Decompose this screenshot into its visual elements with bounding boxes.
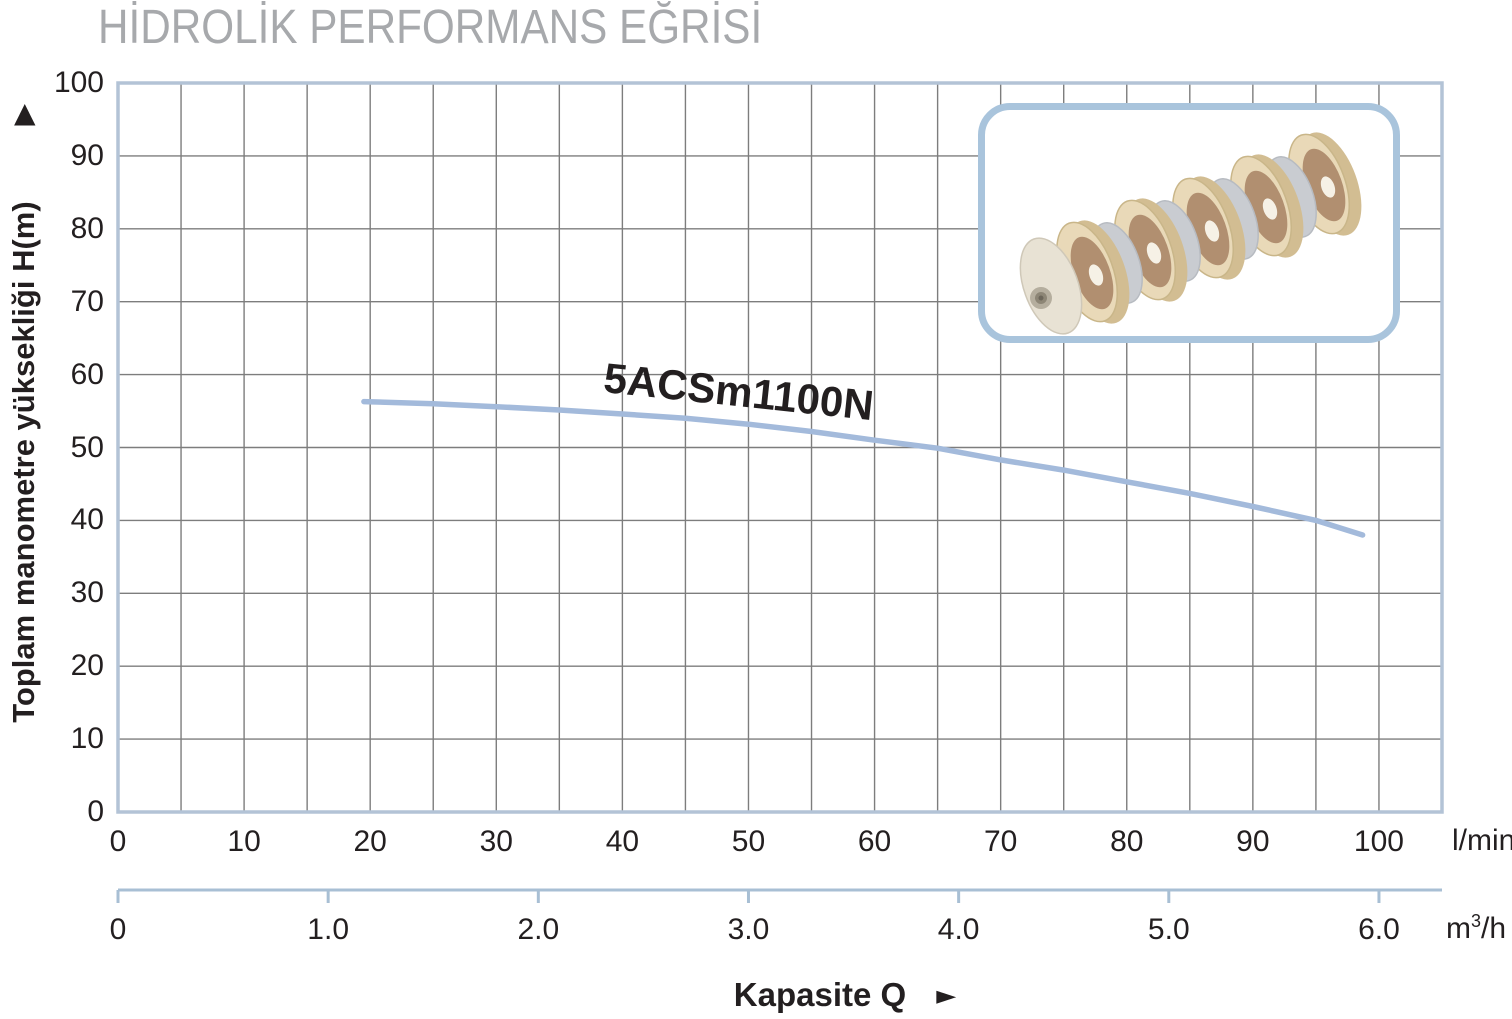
impeller-part [1320,176,1336,198]
impeller-part [1146,242,1162,264]
impeller-part [1019,237,1083,335]
y-tick-label: 30 [70,576,104,610]
x-tick-label: 60 [857,825,892,858]
secondary-x-tick-label: 6.0 [1358,913,1400,946]
secondary-x-tick-label: 0 [109,913,127,946]
x-tick-label: 30 [479,825,513,858]
page-title: HİDROLİK PERFORMANS EĞRİSİ [98,1,763,54]
x-tick-label: 40 [605,825,640,858]
impeller-part [1204,220,1220,242]
y-tick-label: 50 [70,430,104,464]
x-tick-label: 20 [353,825,387,858]
y-axis-up-arrow-icon: ▲ [14,96,36,129]
secondary-x-tick-label: 2.0 [517,913,560,946]
pump-impeller-inset [978,103,1400,343]
x-tick-label: 0 [109,825,127,858]
y-tick-label: 0 [87,795,104,828]
y-tick-label: 100 [53,66,104,99]
x-tick-label: 50 [731,825,766,858]
unit-m: m [1446,912,1471,945]
plot-border [116,81,1444,814]
secondary-x-tick-label: 4.0 [937,913,980,946]
x-tick-label: 10 [227,825,261,858]
secondary-x-tick-label: 3.0 [727,913,770,946]
y-tick-label: 20 [70,649,104,683]
unit-per-h: /h [1481,912,1507,945]
impeller-part [1038,295,1044,301]
performance-curve [361,398,1366,538]
secondary-x-tick-label: 1.0 [307,913,350,946]
y-tick-label: 60 [70,357,104,391]
y-tick-label: 90 [70,138,104,172]
impeller-part [1262,198,1278,220]
unit-sup3: 3 [1471,911,1482,931]
x-tick-label: 70 [983,825,1018,858]
x-tick-label: 90 [1236,825,1270,858]
y-tick-label: 10 [70,722,104,756]
secondary-x-tick-label: 5.0 [1147,913,1190,946]
right-arrow-icon: ► [936,981,957,1011]
x-axis-unit-lmin: l/min [1452,824,1512,857]
secondary-x-axis-unit-m3h: m3/h [1446,912,1506,946]
x-tick-label: 100 [1353,825,1404,858]
y-tick-label: 40 [70,503,104,537]
pump-impeller-illustration [1019,132,1362,335]
x-tick-label: 80 [1110,825,1144,858]
y-tick-label: 80 [70,211,104,245]
y-tick-label: 70 [70,284,104,318]
impeller-part [1088,264,1104,286]
x-axis-title-text: Kapasite Q [733,976,907,1013]
x-axis-title: Kapasite Q ► [0,976,1512,1014]
